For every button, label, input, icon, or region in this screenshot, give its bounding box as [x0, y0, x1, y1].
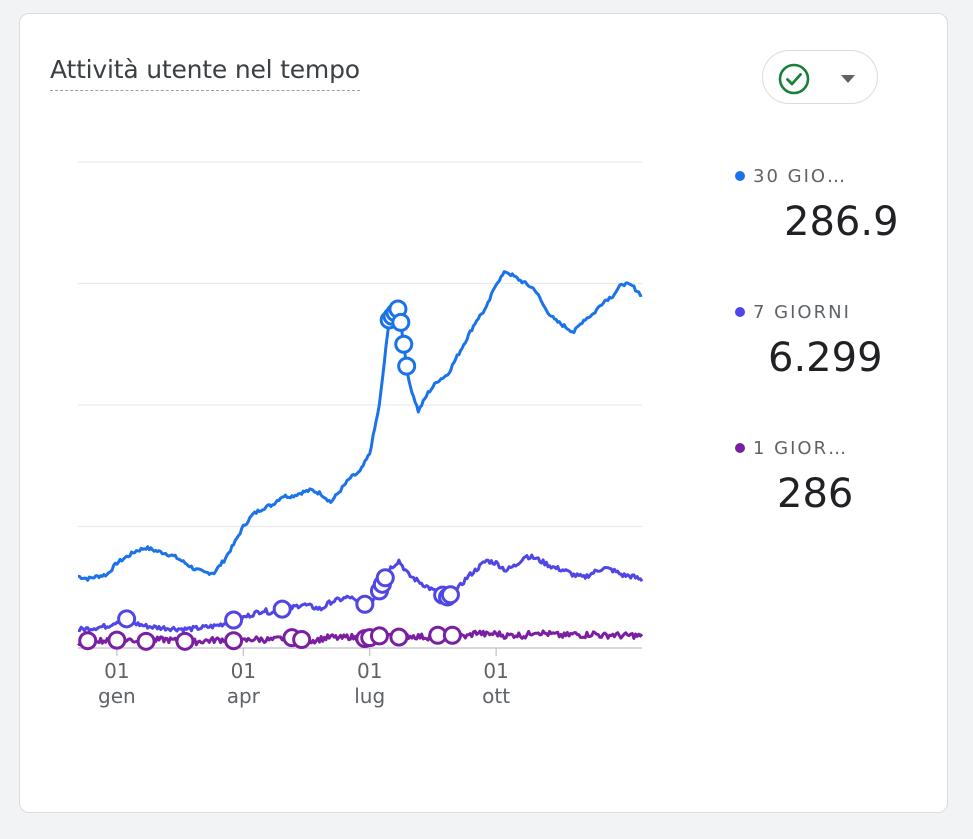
legend-dot — [735, 307, 745, 317]
series-line — [77, 270, 643, 582]
x-tick-day: 01 — [231, 659, 256, 683]
series-marker — [397, 356, 417, 376]
x-tick-month: apr — [227, 684, 261, 708]
series-marker — [224, 631, 244, 651]
series-marker — [389, 627, 409, 647]
x-tick-day: 01 — [104, 659, 129, 683]
legend-value: 6.299 — [768, 335, 883, 381]
x-tick-month: gen — [98, 684, 136, 708]
series-marker — [107, 630, 127, 650]
series-marker — [78, 631, 98, 651]
legend-value: 286 — [777, 471, 854, 517]
series-marker — [369, 626, 389, 646]
legend-item-1-day[interactable]: 1 GIOR… 286 — [735, 438, 925, 516]
series-marker — [175, 631, 195, 651]
x-tick-day: 01 — [357, 659, 382, 683]
x-tick-month: lug — [354, 684, 385, 708]
series-marker — [375, 568, 395, 588]
legend-label: 1 GIOR… — [753, 438, 849, 459]
x-tick-month: ott — [482, 684, 510, 708]
series-marker — [442, 625, 462, 645]
caret-down-icon — [841, 75, 855, 83]
x-tick-day: 01 — [483, 659, 508, 683]
legend-label: 30 GIO… — [753, 166, 848, 187]
series-marker — [394, 334, 414, 354]
series-marker — [391, 312, 411, 332]
chart-series — [77, 270, 644, 647]
status-dropdown-button[interactable] — [762, 50, 878, 104]
legend-label: 7 GIORNI — [753, 302, 851, 323]
user-activity-card — [19, 13, 948, 813]
legend-value: 286.9 — [784, 199, 899, 245]
series-marker — [272, 599, 292, 619]
legend-item-30-days[interactable]: 30 GIO… 286.9 — [735, 166, 925, 244]
check-circle-icon — [778, 63, 810, 95]
series-marker — [292, 629, 312, 649]
chart-gridlines — [78, 161, 642, 649]
series-line — [77, 553, 644, 633]
legend-dot — [735, 171, 745, 181]
legend-dot — [735, 443, 745, 453]
card-title[interactable]: Attività utente nel tempo — [50, 56, 360, 91]
legend-item-7-days[interactable]: 7 GIORNI 6.299 — [735, 302, 925, 380]
series-marker — [355, 594, 375, 614]
chart-markers — [78, 299, 462, 651]
series-marker — [117, 609, 137, 629]
series-marker — [224, 610, 244, 630]
series-marker — [136, 631, 156, 651]
series-marker — [440, 585, 460, 605]
